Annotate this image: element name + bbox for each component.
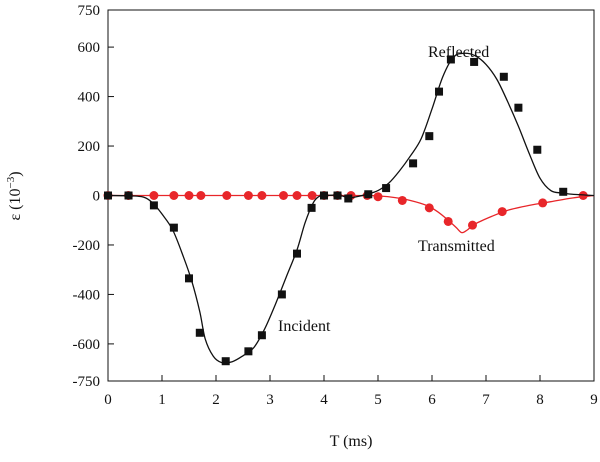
point-red-21 — [497, 207, 507, 217]
point-black-10 — [293, 249, 301, 258]
point-red-10 — [292, 191, 302, 200]
y-tick-label-1: 600 — [78, 40, 101, 56]
point-black-25 — [559, 187, 568, 196]
x-axis-title: T (ms) — [330, 433, 373, 450]
y-tick-label-8: -750 — [73, 374, 101, 390]
point-black-17 — [409, 159, 418, 168]
point-black-20 — [446, 55, 455, 64]
x-tick-label-5: 5 — [374, 392, 382, 408]
x-tick-label-3: 3 — [266, 392, 274, 408]
series-black — [104, 52, 595, 366]
annotation-reflected: Reflected — [428, 44, 489, 61]
point-black-14 — [344, 194, 353, 203]
series-line-black — [107, 52, 595, 364]
point-black-8 — [257, 331, 266, 340]
point-red-6 — [222, 191, 232, 200]
point-red-17 — [397, 195, 407, 205]
y-tick-label-7: -600 — [73, 337, 101, 353]
point-black-2 — [149, 201, 158, 210]
x-tick-label-0: 0 — [104, 392, 112, 408]
point-black-21 — [470, 57, 479, 66]
y-tick-label-3: 200 — [78, 139, 101, 155]
point-black-5 — [195, 328, 204, 337]
point-red-19 — [443, 216, 453, 226]
x-tick-label-4: 4 — [320, 392, 328, 408]
point-black-0 — [104, 191, 112, 200]
point-red-18 — [424, 203, 434, 213]
point-black-24 — [533, 145, 542, 154]
annotation-incident: Incident — [278, 318, 331, 335]
point-red-2 — [149, 191, 159, 200]
point-black-7 — [244, 347, 253, 356]
annotation-transmitted: Transmitted — [418, 238, 495, 255]
point-red-4 — [184, 191, 194, 200]
x-tick-label-2: 2 — [212, 392, 220, 408]
point-red-7 — [243, 191, 253, 200]
x-tick-label-6: 6 — [428, 392, 436, 408]
point-red-16 — [373, 192, 383, 202]
x-tick-label-7: 7 — [482, 392, 490, 408]
y-axis-title: ε (10−3) — [5, 171, 24, 220]
point-black-6 — [221, 357, 230, 366]
y-tick-label-6: -400 — [73, 287, 101, 303]
point-black-9 — [277, 290, 286, 299]
y-tick-label-2: 400 — [78, 90, 101, 106]
point-black-4 — [185, 274, 193, 283]
point-black-1 — [124, 191, 133, 200]
x-tick-label-9: 9 — [590, 392, 598, 408]
x-axis: 0 1 2 3 4 5 6 7 8 9 — [104, 375, 598, 408]
x-tick-label-1: 1 — [158, 392, 166, 408]
y-tick-label-4: 0 — [93, 189, 101, 205]
y-tick-label-5: -200 — [73, 238, 101, 254]
point-black-11 — [307, 203, 316, 212]
series-layer — [103, 52, 595, 366]
y-tick-label-0: 750 — [78, 3, 101, 19]
point-red-3 — [169, 191, 179, 200]
point-black-22 — [499, 72, 508, 81]
point-black-13 — [333, 191, 342, 200]
point-black-12 — [320, 191, 328, 200]
x-tick-label-8: 8 — [536, 392, 544, 408]
point-red-5 — [196, 191, 206, 200]
point-red-20 — [468, 220, 477, 230]
point-black-19 — [435, 87, 444, 96]
point-red-9 — [279, 191, 288, 200]
point-black-23 — [514, 103, 523, 112]
point-black-15 — [364, 190, 373, 199]
point-black-18 — [425, 132, 434, 141]
point-black-3 — [169, 223, 178, 232]
point-red-22 — [538, 198, 548, 208]
point-red-11 — [307, 191, 317, 200]
point-black-16 — [382, 184, 391, 193]
point-red-8 — [257, 191, 267, 200]
